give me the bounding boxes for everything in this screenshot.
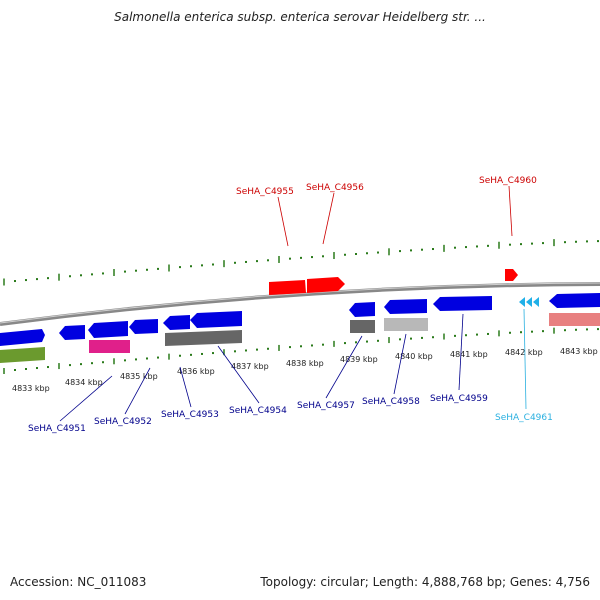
gene-label-seha-c4959[interactable]: SeHA_C4959	[430, 394, 488, 404]
scale-labels: 4833 kbp 4834 kbp 4835 kbp 4836 kbp 4837…	[12, 347, 598, 393]
gene-feature-green[interactable]	[0, 347, 45, 363]
scale-label: 4833 kbp	[12, 384, 50, 393]
genome-title: Salmonella enterica subsp. enterica sero…	[114, 10, 486, 24]
leader-line	[277, 196, 289, 247]
scale-label: 4840 kbp	[395, 352, 433, 361]
leader-line	[217, 345, 260, 404]
gene-feature-seha-c4961-a[interactable]	[519, 297, 525, 307]
leader-line	[325, 335, 363, 399]
gene-feature-seha-c4956[interactable]	[307, 277, 345, 293]
gene-feature-seha-c4961-c[interactable]	[533, 297, 539, 307]
gene-label-seha-c4961[interactable]: SeHA_C4961	[495, 413, 553, 423]
gene-feature-seha-c4960[interactable]	[505, 269, 518, 281]
gene-feature-blue-9[interactable]	[433, 296, 492, 311]
gene-feature-blue-5[interactable]	[163, 315, 190, 330]
genome-backbone-highlight	[0, 282, 600, 324]
leader-line	[523, 308, 527, 410]
gene-feature-blue-7[interactable]	[349, 302, 375, 317]
leader-line	[393, 333, 407, 395]
scale-label: 4843 kbp	[560, 347, 598, 356]
gene-feature-pink[interactable]	[89, 340, 130, 353]
gene-feature-salmon[interactable]	[549, 313, 600, 326]
gene-label-seha-c4952[interactable]: SeHA_C4952	[94, 417, 152, 427]
bottom-gene-labels: SeHA_C4951 SeHA_C4952 SeHA_C4953 SeHA_C4…	[28, 308, 553, 434]
leader-line	[322, 192, 335, 245]
leader-line	[508, 185, 513, 237]
genome-backbone	[0, 282, 600, 326]
gene-feature-lightgray[interactable]	[384, 318, 428, 331]
gene-feature-gray[interactable]	[165, 330, 242, 346]
gene-feature-blue-1[interactable]	[0, 329, 45, 346]
gene-label-seha-c4960[interactable]: SeHA_C4960	[479, 176, 537, 186]
gene-label-seha-c4958[interactable]: SeHA_C4958	[362, 397, 420, 407]
gene-feature-darkgray-2[interactable]	[350, 320, 375, 333]
leader-line	[59, 375, 113, 422]
gene-label-seha-c4953[interactable]: SeHA_C4953	[161, 410, 219, 420]
outer-tick-ring	[3, 239, 599, 286]
scale-label: 4839 kbp	[340, 355, 378, 364]
gene-feature-seha-c4961-b[interactable]	[526, 297, 532, 307]
gene-features	[0, 269, 600, 363]
gene-feature-blue-2[interactable]	[59, 325, 85, 340]
scale-label: 4842 kbp	[505, 348, 543, 357]
gene-feature-blue-4[interactable]	[129, 319, 158, 334]
gene-label-seha-c4954[interactable]: SeHA_C4954	[229, 406, 287, 416]
gene-label-seha-c4957[interactable]: SeHA_C4957	[297, 401, 355, 411]
inner-tick-ring	[3, 327, 599, 374]
leader-line	[124, 367, 151, 415]
gene-feature-blue-10[interactable]	[549, 293, 600, 308]
gene-label-seha-c4951[interactable]: SeHA_C4951	[28, 424, 86, 434]
scale-label: 4837 kbp	[231, 362, 269, 371]
scale-label: 4835 kbp	[120, 372, 158, 381]
scale-label: 4836 kbp	[177, 367, 215, 376]
gene-feature-seha-c4955[interactable]	[269, 280, 306, 295]
gene-feature-blue-3[interactable]	[88, 321, 128, 338]
scale-label: 4841 kbp	[450, 350, 488, 359]
genome-summary-text: Topology: circular; Length: 4,888,768 bp…	[260, 575, 590, 589]
scale-label: 4834 kbp	[65, 378, 103, 387]
leader-line	[458, 313, 464, 391]
gene-label-seha-c4955[interactable]: SeHA_C4955	[236, 187, 294, 197]
leader-line	[179, 366, 192, 408]
gene-label-seha-c4956[interactable]: SeHA_C4956	[306, 183, 364, 193]
top-gene-labels: SeHA_C4955 SeHA_C4956 SeHA_C4960	[236, 176, 537, 247]
gene-feature-blue-8[interactable]	[384, 299, 427, 314]
gene-feature-blue-6[interactable]	[190, 311, 242, 328]
accession-text: Accession: NC_011083	[10, 575, 147, 589]
scale-label: 4838 kbp	[286, 359, 324, 368]
